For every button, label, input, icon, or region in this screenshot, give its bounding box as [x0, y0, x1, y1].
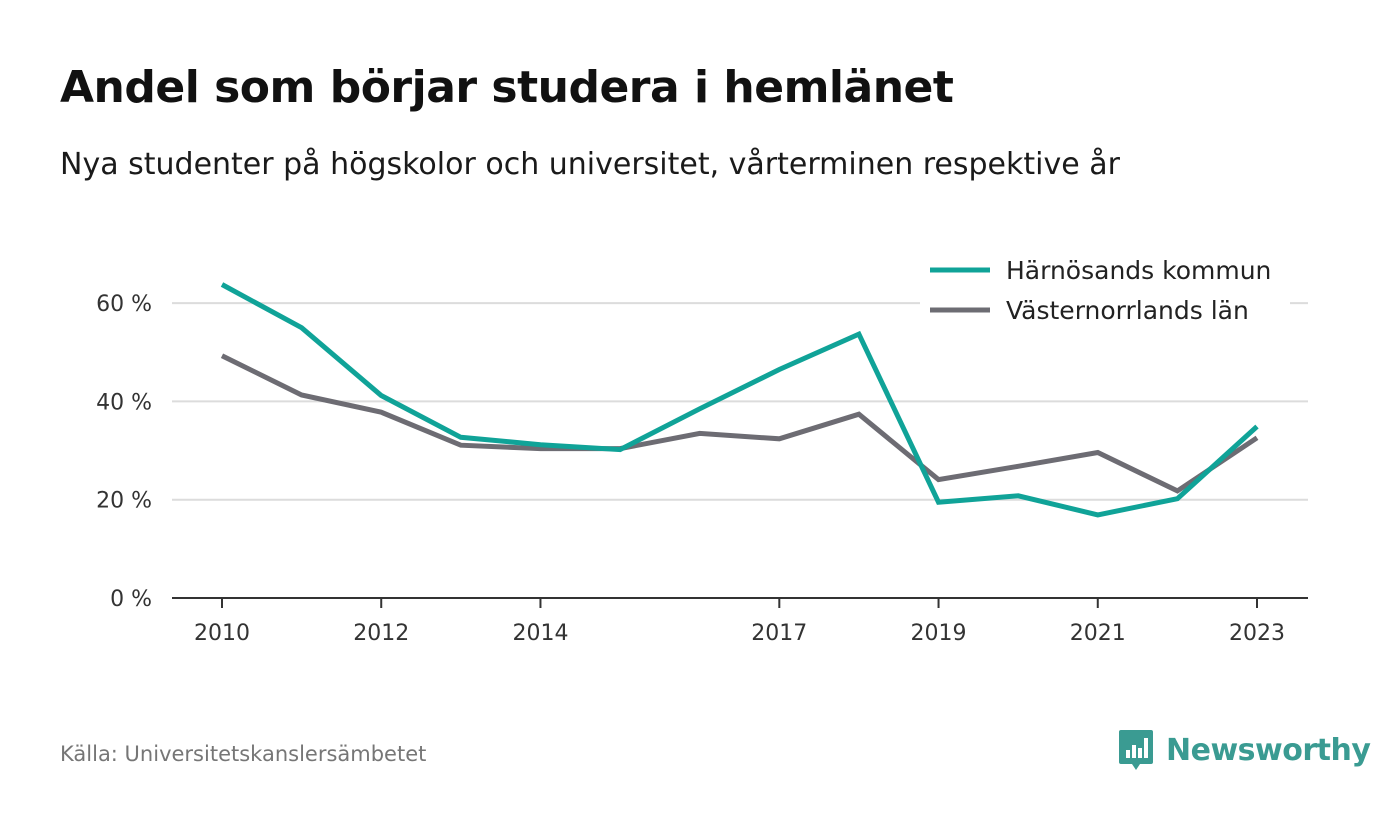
x-tick-label: 2019 — [911, 621, 967, 646]
x-tick-label: 2014 — [512, 621, 568, 646]
y-tick-label: 0 % — [110, 587, 152, 612]
y-tick-label: 40 % — [96, 390, 152, 415]
grid-lines: 0 % 20 % 40 % 60 % — [96, 292, 1308, 612]
chart-subtitle: Nya studenter på högskolor och universit… — [60, 147, 1120, 182]
brand-name: Newsworthy — [1166, 732, 1371, 768]
x-tick-label: 2012 — [353, 621, 409, 646]
x-tick-label: 2017 — [751, 621, 807, 646]
series-line — [220, 282, 1259, 518]
y-tick-label: 20 % — [96, 489, 152, 514]
chart-title: Andel som börjar studera i hemlänet — [60, 62, 954, 113]
x-axis: 2010 2012 2014 2017 2019 2021 2023 — [172, 597, 1308, 646]
series-lines — [220, 282, 1259, 518]
line-chart: 0 % 20 % 40 % 60 % 2010 2012 2014 2017 2019 2021… — [96, 248, 1308, 646]
legend-background — [920, 248, 1290, 334]
legend: Härnösands kommun Västernorrlands län — [920, 248, 1290, 334]
x-tick-label: 2023 — [1229, 621, 1285, 646]
x-tick-label: 2010 — [194, 621, 250, 646]
brand-logo: Newsworthy — [1118, 728, 1371, 772]
y-tick-label: 60 % — [96, 292, 152, 317]
series-line — [220, 353, 1259, 494]
source-note: Källa: Universitetskanslersämbetet — [60, 742, 427, 766]
x-tick-label: 2021 — [1070, 621, 1126, 646]
legend-label: Västernorrlands län — [1006, 296, 1249, 325]
legend-label: Härnösands kommun — [1006, 256, 1271, 285]
newsworthy-logo-icon — [1119, 730, 1153, 770]
